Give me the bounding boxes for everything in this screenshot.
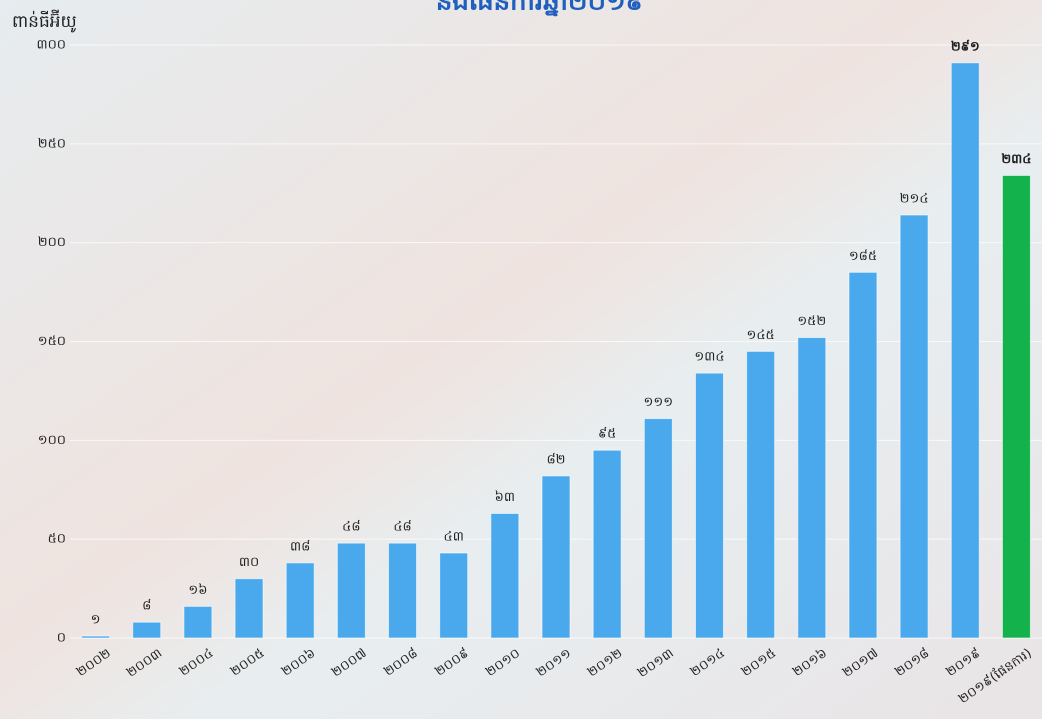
value-label: ៩៥	[598, 427, 616, 442]
bar	[132, 621, 162, 639]
value-label: ២១៤	[900, 191, 929, 206]
value-label: ១	[91, 613, 101, 628]
bar	[285, 562, 315, 639]
value-label: ២៣៤	[1001, 152, 1031, 167]
bar	[234, 578, 264, 639]
value-label: ២៩១	[951, 39, 980, 54]
value-label: ៨	[142, 599, 151, 614]
bar	[1001, 174, 1031, 639]
value-label: ៨២	[546, 452, 565, 467]
bar	[439, 552, 469, 639]
y-tick-label: ១៥០	[38, 334, 66, 349]
value-label: ៦៣	[495, 490, 515, 505]
bar	[899, 214, 929, 639]
value-label: ៣៨	[290, 539, 310, 554]
bar	[848, 271, 878, 639]
y-tick-label: ៣០០	[36, 38, 66, 53]
bar	[336, 542, 366, 639]
chart-title: និងផែនការឆ្នាំ២០១៩	[436, 0, 644, 17]
y-axis-label: ពាន់ធីអ៊ីយូ	[12, 9, 77, 33]
value-label: ១៥២	[797, 314, 826, 329]
value-label: ១៤៥	[747, 328, 775, 343]
bar	[694, 372, 724, 639]
bar	[950, 62, 980, 639]
value-label: ៣០	[239, 555, 259, 570]
y-tick-label: ២៥០	[38, 136, 66, 151]
bar	[81, 635, 111, 639]
bar	[388, 542, 418, 639]
bar	[592, 449, 622, 639]
bar	[183, 605, 213, 639]
y-tick-label: ២០០	[38, 235, 66, 250]
value-label: ១៣៤	[694, 350, 724, 365]
bar	[746, 350, 776, 639]
value-label: ១៦	[188, 583, 207, 598]
bar	[643, 418, 673, 639]
y-tick-label: ០	[57, 631, 66, 646]
bar	[490, 512, 520, 639]
value-label: ៤៨	[342, 520, 360, 535]
value-label: ៤៣	[444, 530, 464, 545]
value-label: ១៨៥	[849, 249, 877, 264]
bar	[541, 475, 571, 639]
y-tick-label: ៥០	[48, 532, 66, 547]
value-label: ៤៨	[393, 520, 411, 535]
bar	[797, 337, 827, 639]
y-tick-label: ១០០	[38, 433, 66, 448]
value-label: ១១១	[644, 395, 674, 410]
